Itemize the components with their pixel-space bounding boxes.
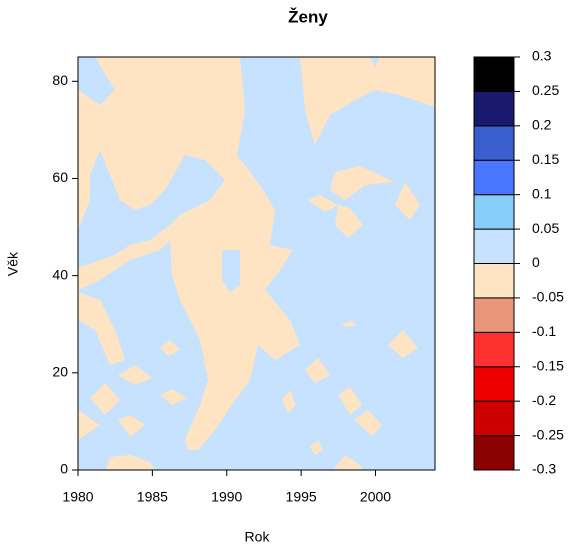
colorbar-band [473,159,515,196]
colorbar-band [473,56,515,92]
colorbar-label: -0.3 [532,461,556,477]
region [160,389,187,405]
colorbar-label: -0.05 [532,289,564,305]
region [330,166,395,200]
x-tick-label: 1980 [62,489,93,505]
region [395,182,420,220]
colorbar-band [473,263,515,299]
y-tick-label: 60 [52,169,68,185]
colorbar-band [473,194,515,230]
colorbar-band [473,125,515,161]
colorbar-band [473,435,515,471]
region [354,410,382,436]
region [388,330,418,358]
colorbar-label: -0.25 [532,426,564,442]
x-tick-label: 1995 [286,489,317,505]
region [305,358,330,383]
colorbar-label: -0.1 [532,323,556,339]
region [335,205,363,238]
colorbar-label: 0.2 [532,117,552,133]
region [342,321,356,327]
colorbar-band [473,90,515,127]
colorbar-band [473,228,515,264]
region [308,195,338,212]
plot-frame [77,56,436,471]
colorbar-label: 0.25 [532,82,559,98]
colorbar-label: 0.05 [532,220,559,236]
y-tick-label: 20 [52,364,68,380]
y-tick-label: 40 [52,266,68,282]
colorbar-band [473,331,515,368]
colorbar-label: -0.2 [532,392,556,408]
region [118,365,152,385]
colorbar-label: 0 [532,254,540,270]
x-axis-label: Rok [245,529,271,545]
colorbar: -0.3 -0.25 -0.2 -0.15 -0.1 -0.05 0 0.05 0.1 0.15 0… [473,48,564,477]
region [78,57,300,450]
colorbar-band [473,297,515,333]
colorbar-label: 0.3 [532,48,552,64]
colorbar-band [473,366,515,402]
chart-title: Ženy [288,7,328,26]
y-tick-label: 80 [52,72,68,88]
region [338,387,362,415]
region [300,57,435,145]
region [106,455,155,470]
region [118,415,145,437]
regions-negative [78,57,435,470]
region [310,440,323,455]
region [78,410,100,440]
contour-plot [78,57,435,470]
colorbar-label: -0.15 [532,357,564,373]
y-tick-label: 0 [60,461,68,477]
x-tick-label: 1985 [137,489,168,505]
region [333,455,363,470]
colorbar-band [473,400,515,437]
colorbar-label: 0.1 [532,185,552,201]
region [78,292,125,365]
x-tick-label: 2000 [360,489,391,505]
y-axis-label: Věk [5,251,21,276]
region-positive [222,250,240,292]
x-tick-label: 1990 [211,489,242,505]
region [90,383,120,415]
region [282,390,296,413]
region [160,340,180,356]
colorbar-label: 0.15 [532,151,559,167]
